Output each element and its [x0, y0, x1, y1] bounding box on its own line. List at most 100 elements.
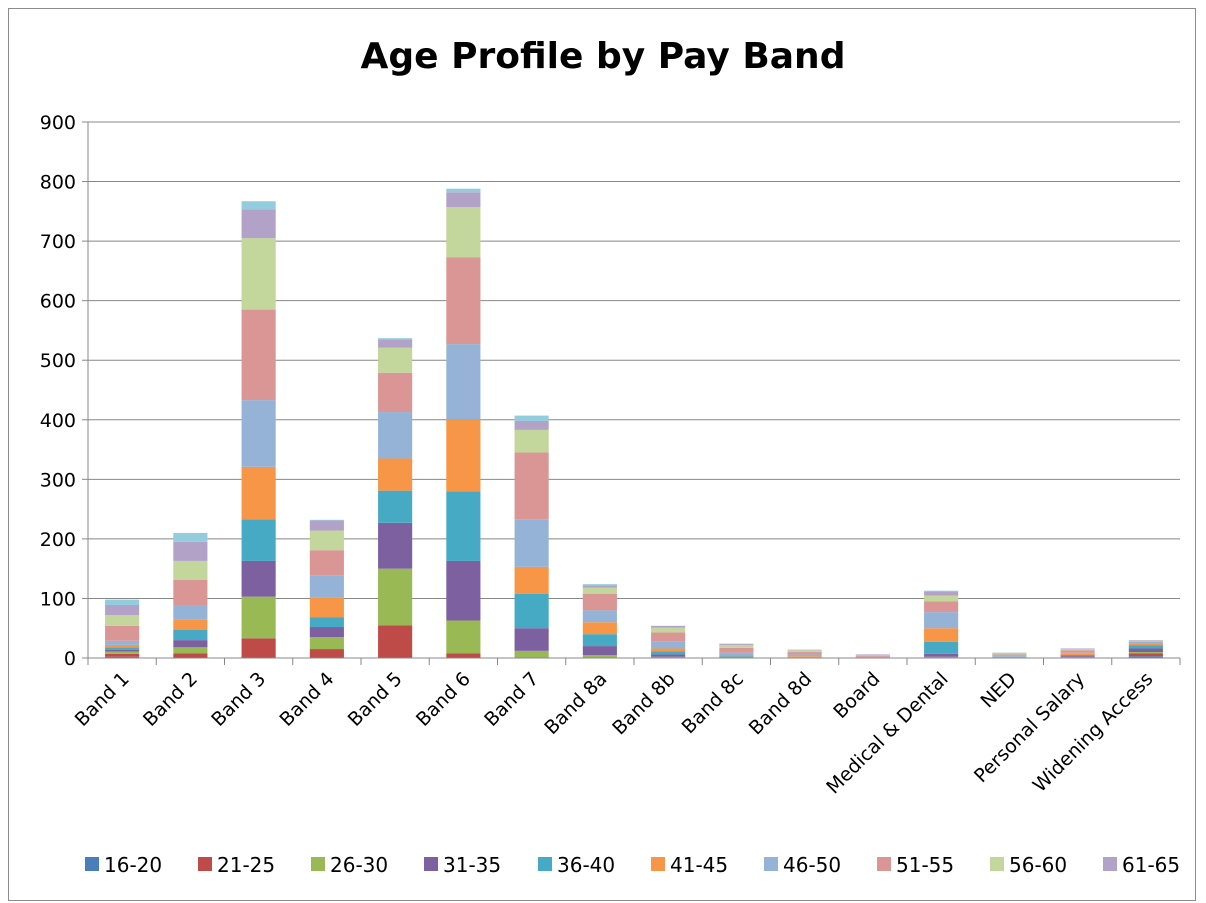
legend-swatch	[1103, 857, 1117, 871]
legend-item-21-25: 21-25	[198, 853, 275, 877]
bar-segment-band-2-21-25	[173, 653, 208, 658]
x-category-label: Band 8d	[745, 668, 816, 739]
x-category-label: Band 5	[344, 668, 407, 731]
bar-segment-personal-salary-51-55	[1060, 650, 1095, 653]
legend-label: 21-25	[217, 853, 275, 877]
bar-segment-band-2-51-55	[173, 579, 208, 605]
x-category-label: Band 7	[480, 668, 543, 731]
bar-segment-band-8c-41-45	[719, 655, 754, 657]
bar-segment-band-2-66	[173, 532, 208, 542]
bar-segment-band-6-26-30	[446, 620, 481, 654]
bar-stack-band-1	[105, 599, 140, 658]
bar-stack-band-6	[446, 188, 481, 658]
bar-segment-widening-access-46-50	[1128, 641, 1163, 644]
bar-segment-personal-salary-56-60	[1060, 649, 1095, 651]
x-category-label: Band 8c	[678, 668, 748, 738]
y-tick-label: 200	[40, 529, 76, 551]
bar-segment-band-5-26-30	[378, 568, 413, 626]
x-category-label: Board	[829, 668, 884, 723]
bar-stack-band-5	[378, 338, 413, 658]
legend-item-26-30: 26-30	[311, 853, 388, 877]
bar-segment-band-5-41-45	[378, 458, 413, 491]
bar-segment-band-4-36-40	[309, 617, 344, 628]
legend-swatch	[311, 857, 325, 871]
bar-segment-medical-and-dental-46-50	[924, 612, 959, 629]
bar-segment-medical-and-dental-66	[924, 590, 959, 592]
legend-label: 51-55	[896, 853, 954, 877]
y-tick-label: 800	[40, 172, 76, 194]
bar-segment-ned-51-55	[992, 654, 1027, 656]
bar-segment-band-8b-56-60	[651, 627, 686, 633]
bar-segment-band-3-36-40	[241, 519, 276, 561]
bar-segment-band-1-61-65	[105, 604, 140, 616]
bar-segment-band-6-56-60	[446, 207, 481, 258]
bar-segment-ned-41-45	[992, 656, 1027, 658]
bar-segment-band-5-66	[378, 338, 413, 340]
bar-segment-band-8d-51-55	[787, 652, 822, 655]
bar-segment-widening-access-16-20	[1128, 656, 1163, 658]
bar-segment-band-7-56-60	[514, 429, 549, 453]
bar-segment-band-4-41-45	[309, 597, 344, 618]
y-tick-label: 700	[40, 231, 76, 253]
chart-frame	[8, 8, 1196, 901]
bar-stack-band-2	[173, 532, 208, 658]
bar-segment-band-5-36-40	[378, 490, 413, 523]
bar-segment-band-3-56-60	[241, 238, 276, 310]
bar-segment-band-5-51-55	[378, 372, 413, 413]
legend-label: 46-50	[783, 853, 841, 877]
bar-segment-band-8a-51-55	[582, 593, 617, 611]
x-category-label: Band 1	[71, 668, 134, 731]
bar-segment-band-6-46-50	[446, 344, 481, 420]
bar-segment-widening-access-41-45	[1128, 643, 1163, 646]
bar-segment-band-2-61-65	[173, 541, 208, 561]
bar-segment-band-2-41-45	[173, 619, 208, 631]
bar-segment-band-4-61-65	[309, 520, 344, 531]
bar-segment-personal-salary-41-45	[1060, 653, 1095, 656]
bar-segment-band-8d-41-45	[787, 656, 822, 658]
bar-segment-band-1-51-55	[105, 625, 140, 641]
legend-swatch	[764, 857, 778, 871]
bar-segment-widening-access-26-30	[1128, 652, 1163, 654]
legend-swatch	[651, 857, 665, 871]
x-category-label: Medical & Dental	[822, 668, 952, 798]
axes	[82, 121, 1181, 665]
bar-segment-band-8b-46-50	[651, 641, 686, 649]
bar-segment-band-3-21-25	[241, 638, 276, 658]
chart-title: Age Profile by Pay Band	[360, 36, 846, 77]
bar-segment-band-1-36-40	[105, 647, 140, 650]
bar-stack-ned	[992, 652, 1027, 658]
bar-segment-medical-and-dental-51-55	[924, 601, 959, 613]
bar-stack-band-3	[241, 201, 276, 658]
legend-swatch	[877, 857, 891, 871]
legend-label: 56-60	[1009, 853, 1067, 877]
bar-segment-band-7-46-50	[514, 519, 549, 567]
bar-segment-band-6-66	[446, 188, 481, 193]
bar-segment-board-46-50	[855, 656, 890, 658]
bar-segment-medical-and-dental-36-40	[924, 641, 959, 654]
bar-segment-band-6-21-25	[446, 653, 481, 658]
bar-segment-band-1-26-30	[105, 651, 140, 654]
bar-segment-band-6-51-55	[446, 257, 481, 345]
x-axis-category-labels: Band 1 Band 2 Band 3 Band 4 Band 5 Band 6 Band…	[71, 668, 1158, 798]
bar-segment-widening-access-61-65	[1128, 640, 1163, 641]
bar-segment-widening-access-56-60	[1128, 640, 1163, 642]
bar-segment-band-6-61-65	[446, 192, 481, 208]
x-category-label: Band 3	[207, 668, 270, 731]
bar-segment-band-3-51-55	[241, 309, 276, 401]
bar-segment-band-3-66	[241, 201, 276, 210]
bar-segment-band-7-61-65	[514, 420, 549, 430]
bar-segment-band-4-66	[309, 519, 344, 521]
bar-segment-band-5-56-60	[378, 347, 413, 373]
bar-stack-widening-access	[1128, 640, 1163, 658]
bar-segment-band-8d-56-60	[787, 650, 822, 653]
bar-segment-band-7-36-40	[514, 593, 549, 629]
bar-segment-medical-and-dental-26-30	[924, 656, 959, 658]
bar-segment-band-7-66	[514, 415, 549, 421]
y-tick-label: 100	[40, 588, 76, 610]
x-category-label: Widening Access	[1029, 668, 1158, 797]
bar-segment-medical-and-dental-31-35	[924, 653, 959, 657]
bar-segment-personal-salary-61-65	[1060, 648, 1095, 650]
bar-segment-band-8b-31-35	[651, 654, 686, 657]
legend-item-36-40: 36-40	[538, 853, 615, 877]
legend-swatch	[198, 857, 212, 871]
